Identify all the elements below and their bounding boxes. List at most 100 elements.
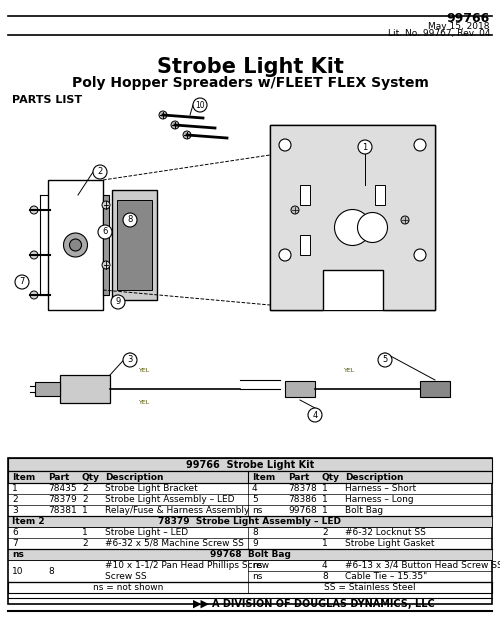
Text: Poly Hopper Spreaders w/FLEET FLEX System: Poly Hopper Spreaders w/FLEET FLEX Syste… — [72, 76, 428, 90]
Text: Screw SS: Screw SS — [105, 572, 146, 581]
Circle shape — [30, 291, 38, 299]
Text: May 15, 2018: May 15, 2018 — [428, 22, 490, 31]
Text: Strobe Light Assembly – LED: Strobe Light Assembly – LED — [105, 495, 234, 504]
Bar — [8, 471, 492, 483]
Text: Lit. No. 99767, Rev. 04: Lit. No. 99767, Rev. 04 — [388, 29, 490, 38]
Circle shape — [70, 239, 82, 251]
Text: 78379  Strobe Light Assembly – LED: 78379 Strobe Light Assembly – LED — [158, 517, 342, 526]
Text: 1: 1 — [82, 528, 88, 537]
Text: 99766  Strobe Light Kit: 99766 Strobe Light Kit — [186, 460, 314, 469]
Text: 2: 2 — [98, 168, 102, 177]
Text: ns = not shown: ns = not shown — [93, 583, 163, 592]
Text: 8: 8 — [48, 566, 54, 575]
Text: Bolt Bag: Bolt Bag — [345, 506, 383, 515]
Text: 1: 1 — [362, 142, 368, 152]
Text: 5: 5 — [382, 356, 388, 364]
Text: 99768: 99768 — [288, 506, 317, 515]
Circle shape — [102, 201, 110, 209]
Circle shape — [123, 353, 137, 367]
Text: 8: 8 — [128, 215, 132, 225]
Text: 78435: 78435 — [48, 484, 76, 493]
Text: 2: 2 — [82, 484, 87, 493]
Text: 78381: 78381 — [48, 506, 77, 515]
Circle shape — [15, 275, 29, 289]
Text: Harness – Long: Harness – Long — [345, 495, 414, 504]
Circle shape — [358, 213, 388, 243]
Text: 2: 2 — [82, 495, 87, 504]
Circle shape — [334, 210, 370, 246]
Circle shape — [93, 165, 107, 179]
Text: ▶▶: ▶▶ — [193, 599, 210, 609]
Text: ns: ns — [12, 550, 24, 559]
Polygon shape — [270, 125, 435, 310]
Text: 78379: 78379 — [48, 495, 77, 504]
Bar — [285, 381, 315, 397]
Circle shape — [291, 206, 299, 214]
Bar — [8, 458, 492, 471]
Text: YEL: YEL — [344, 368, 356, 373]
Bar — [300, 235, 310, 255]
Bar — [103, 195, 109, 295]
Text: Qty: Qty — [322, 472, 340, 481]
Text: Part: Part — [288, 472, 310, 481]
Circle shape — [358, 140, 372, 154]
Text: Strobe Light Kit: Strobe Light Kit — [156, 57, 344, 77]
Text: #6-32 x 5/8 Machine Screw SS: #6-32 x 5/8 Machine Screw SS — [105, 539, 244, 548]
Bar — [8, 516, 492, 527]
Text: #6-13 x 3/4 Button Head Screw SS: #6-13 x 3/4 Button Head Screw SS — [345, 561, 500, 570]
Text: #6-32 Locknut SS: #6-32 Locknut SS — [345, 528, 426, 537]
Text: 8: 8 — [322, 572, 328, 581]
Text: ns: ns — [252, 506, 262, 515]
Bar — [112, 190, 157, 300]
Bar — [35, 382, 60, 396]
Text: 1: 1 — [322, 484, 328, 493]
Text: Cable Tie – 15.35": Cable Tie – 15.35" — [345, 572, 427, 581]
Text: 7: 7 — [20, 277, 24, 286]
Text: A DIVISION OF DOUGLAS DYNAMICS, LLC: A DIVISION OF DOUGLAS DYNAMICS, LLC — [212, 599, 435, 609]
Circle shape — [98, 225, 112, 239]
Circle shape — [308, 408, 322, 422]
Text: Item: Item — [12, 472, 35, 481]
Text: #10 x 1-1/2 Pan Head Phillips Screw: #10 x 1-1/2 Pan Head Phillips Screw — [105, 561, 269, 570]
Text: PARTS LIST: PARTS LIST — [12, 95, 82, 105]
Text: 4: 4 — [322, 561, 328, 570]
Bar — [8, 458, 492, 604]
Circle shape — [401, 216, 409, 224]
Circle shape — [414, 139, 426, 151]
Text: Strobe Light – LED: Strobe Light – LED — [105, 528, 188, 537]
Text: Item: Item — [252, 472, 275, 481]
Text: 10: 10 — [12, 566, 24, 575]
Bar — [375, 185, 385, 205]
Text: 3: 3 — [128, 356, 132, 364]
Bar — [300, 185, 310, 205]
Circle shape — [102, 261, 110, 269]
Circle shape — [30, 251, 38, 259]
Polygon shape — [270, 125, 435, 310]
Bar — [117, 200, 152, 290]
Text: 99768  Bolt Bag: 99768 Bolt Bag — [210, 550, 290, 559]
Circle shape — [171, 121, 179, 129]
Text: 10: 10 — [195, 100, 205, 109]
Text: 2: 2 — [12, 495, 18, 504]
Text: Harness – Short: Harness – Short — [345, 484, 416, 493]
Text: Item 2: Item 2 — [12, 517, 44, 526]
Text: Strobe Light Gasket: Strobe Light Gasket — [345, 539, 434, 548]
Text: 7: 7 — [12, 539, 18, 548]
Text: 4: 4 — [252, 484, 258, 493]
Text: 4: 4 — [312, 410, 318, 420]
Text: ns: ns — [252, 561, 262, 570]
Circle shape — [183, 131, 191, 139]
Circle shape — [123, 213, 137, 227]
Text: 8: 8 — [252, 528, 258, 537]
Bar — [8, 582, 492, 593]
Circle shape — [279, 249, 291, 261]
Text: 1: 1 — [322, 539, 328, 548]
Circle shape — [414, 249, 426, 261]
Circle shape — [279, 139, 291, 151]
Text: 1: 1 — [322, 495, 328, 504]
Circle shape — [159, 111, 167, 119]
Text: 9: 9 — [252, 539, 258, 548]
Circle shape — [30, 206, 38, 214]
Text: 1: 1 — [12, 484, 18, 493]
Text: YEL: YEL — [140, 400, 150, 405]
